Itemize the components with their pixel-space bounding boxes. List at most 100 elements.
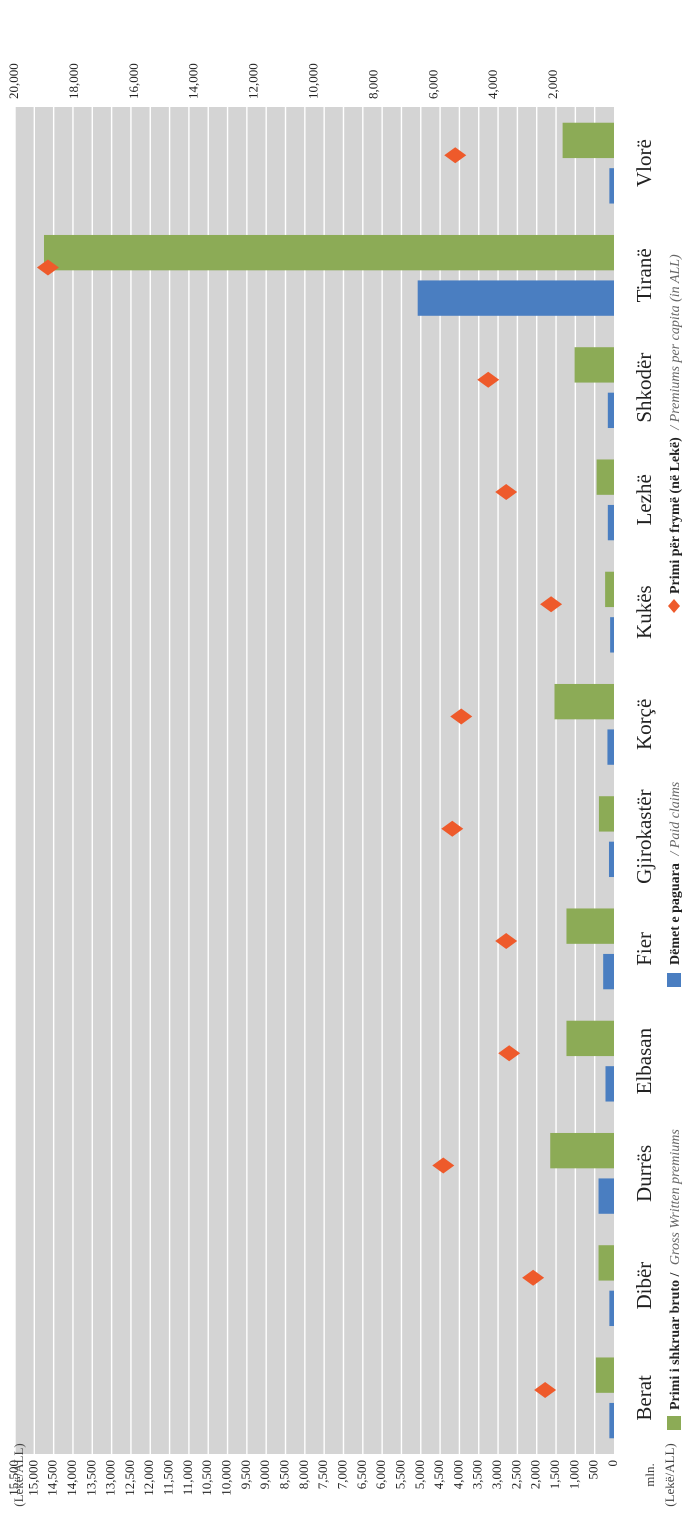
category-tick: Kukës (632, 585, 656, 639)
secondary-tick-label: 6,000 (425, 70, 440, 99)
bar-gross-written-premiums (605, 571, 614, 608)
primary-tick-label: 6,500 (354, 1460, 369, 1489)
marker-premiums-per-capita (450, 708, 473, 725)
primary-tick-label: 500 (586, 1460, 601, 1480)
marker-premiums-per-capita (498, 1045, 521, 1062)
legend-swatch-gross-written-premiums (667, 1416, 681, 1430)
primary-tick-label: 2,500 (508, 1460, 523, 1489)
primary-tick: 8,000 (296, 1460, 311, 1489)
category-tick: Dibër (632, 1262, 656, 1310)
marker-premiums-per-capita (432, 1157, 455, 1174)
primary-tick-label: 15,500 (6, 1460, 21, 1496)
category-label: Elbasan (632, 1027, 656, 1094)
bar-gross-written-premiums (554, 683, 614, 720)
bar-paid-claims (609, 1290, 614, 1327)
primary-tick: 3,500 (470, 1460, 485, 1489)
secondary-tick-label: 18,000 (66, 63, 81, 99)
primary-tick: 9,000 (257, 1460, 272, 1489)
bar-gross-written-premiums (598, 1245, 614, 1281)
primary-tick: 1,500 (547, 1460, 562, 1489)
primary-tick-label: 5,500 (392, 1460, 407, 1489)
secondary-tick-label: 14,000 (186, 63, 201, 99)
category-label: Kukës (632, 585, 656, 639)
category-label: Gjirokastër (632, 789, 656, 883)
secondary-tick-label: 8,000 (365, 70, 380, 99)
category-label: Berat (632, 1375, 656, 1421)
legend-marker-premiums-per-capita (668, 599, 680, 613)
bar-paid-claims (603, 953, 614, 990)
category-tick: Tiranë (632, 248, 656, 302)
secondary-tick: 12,000 (246, 63, 261, 99)
primary-tick-label: 15,000 (25, 1460, 40, 1496)
primary-tick: 14,000 (64, 1460, 79, 1496)
legend-label-paid-claims: Dëmet e paguara / Paid claims (668, 781, 683, 965)
primary-tick-label: 3,500 (470, 1460, 485, 1489)
category-tick: Vlorë (632, 139, 656, 187)
category-label: Dibër (632, 1262, 656, 1310)
bar-gross-written-premiums (598, 796, 614, 832)
bar-paid-claims (608, 841, 614, 878)
primary-tick-label: 9,000 (257, 1460, 272, 1489)
bar-gross-written-premiums (43, 234, 614, 271)
category-label: Lezhë (632, 474, 656, 525)
secondary-axis-ticks: 2,000 4,000 6,000 8,000 10,000 12,000 14,000 16… (6, 63, 560, 99)
bar-gross-written-premiums (566, 908, 614, 944)
primary-tick-label: 12,000 (141, 1460, 156, 1496)
secondary-tick: 18,000 (66, 63, 81, 99)
primary-axis-unit-top: mln. (642, 1463, 657, 1486)
secondary-tick-label: 10,000 (305, 63, 320, 99)
primary-tick: 10,500 (199, 1460, 214, 1496)
legend: Primi i shkruar bruto / Gross Written pr… (667, 254, 683, 1430)
bar-paid-claims (610, 617, 614, 653)
secondary-tick-label: 2,000 (545, 70, 560, 99)
secondary-tick-label: 20,000 (6, 63, 21, 99)
primary-tick: 5,500 (392, 1460, 407, 1489)
marker-premiums-per-capita (495, 484, 518, 501)
primary-tick-label: 11,000 (180, 1460, 195, 1495)
primary-tick: 3,000 (489, 1460, 504, 1489)
bar-paid-claims (607, 504, 614, 541)
category-tick: Berat (632, 1375, 656, 1421)
secondary-tick: 4,000 (485, 70, 500, 99)
bar-paid-claims (598, 1178, 614, 1214)
primary-axis-unit-bottom: (Lekë/ALL) (662, 1443, 677, 1507)
primary-tick: 6,000 (373, 1460, 388, 1489)
category-label: Vlorë (632, 139, 656, 187)
category-label: Shkodër (632, 353, 656, 423)
category-label: Durrës (632, 1145, 656, 1202)
marker-premiums-per-capita (444, 147, 467, 164)
secondary-tick-label: 16,000 (126, 63, 141, 99)
primary-tick: 13,000 (103, 1460, 118, 1496)
category-tick: Gjirokastër (632, 789, 656, 883)
secondary-tick: 10,000 (305, 63, 320, 99)
primary-tick: 15,000 (25, 1460, 40, 1496)
primary-tick-label: 1,500 (547, 1460, 562, 1489)
primary-tick-label: 5,000 (412, 1460, 427, 1489)
bar-gross-written-premiums (596, 459, 614, 495)
primary-tick: 7,000 (334, 1460, 349, 1489)
primary-tick: 4,000 (450, 1460, 465, 1489)
primary-tick: 8,500 (277, 1460, 292, 1489)
primary-tick: 7,500 (315, 1460, 330, 1489)
primary-tick: 12,000 (141, 1460, 156, 1496)
primary-tick-label: 8,500 (277, 1460, 292, 1489)
marker-premiums-per-capita (36, 259, 59, 276)
category-tick: Korçë (632, 699, 656, 750)
primary-tick-label: 7,000 (334, 1460, 349, 1489)
primary-tick-label: 9,500 (238, 1460, 253, 1489)
bar-gross-written-premiums (566, 1020, 614, 1057)
plot-area (14, 107, 614, 1454)
secondary-tick-label: 12,000 (246, 63, 261, 99)
marker-premiums-per-capita (534, 1382, 557, 1399)
bar-gross-written-premiums (562, 122, 614, 159)
legend-label-premiums-per-capita: Primi për frymë (në Lekë) / Premiums per… (668, 254, 683, 594)
secondary-tick: 8,000 (365, 70, 380, 99)
primary-tick-label: 11,500 (161, 1460, 176, 1495)
bar-paid-claims (605, 1066, 614, 1102)
primary-tick-label: 3,000 (489, 1460, 504, 1489)
marker-premiums-per-capita (477, 371, 500, 388)
primary-tick-label: 12,500 (122, 1460, 137, 1496)
category-tick: Shkodër (632, 353, 656, 423)
bar-gross-written-premiums (550, 1132, 614, 1169)
